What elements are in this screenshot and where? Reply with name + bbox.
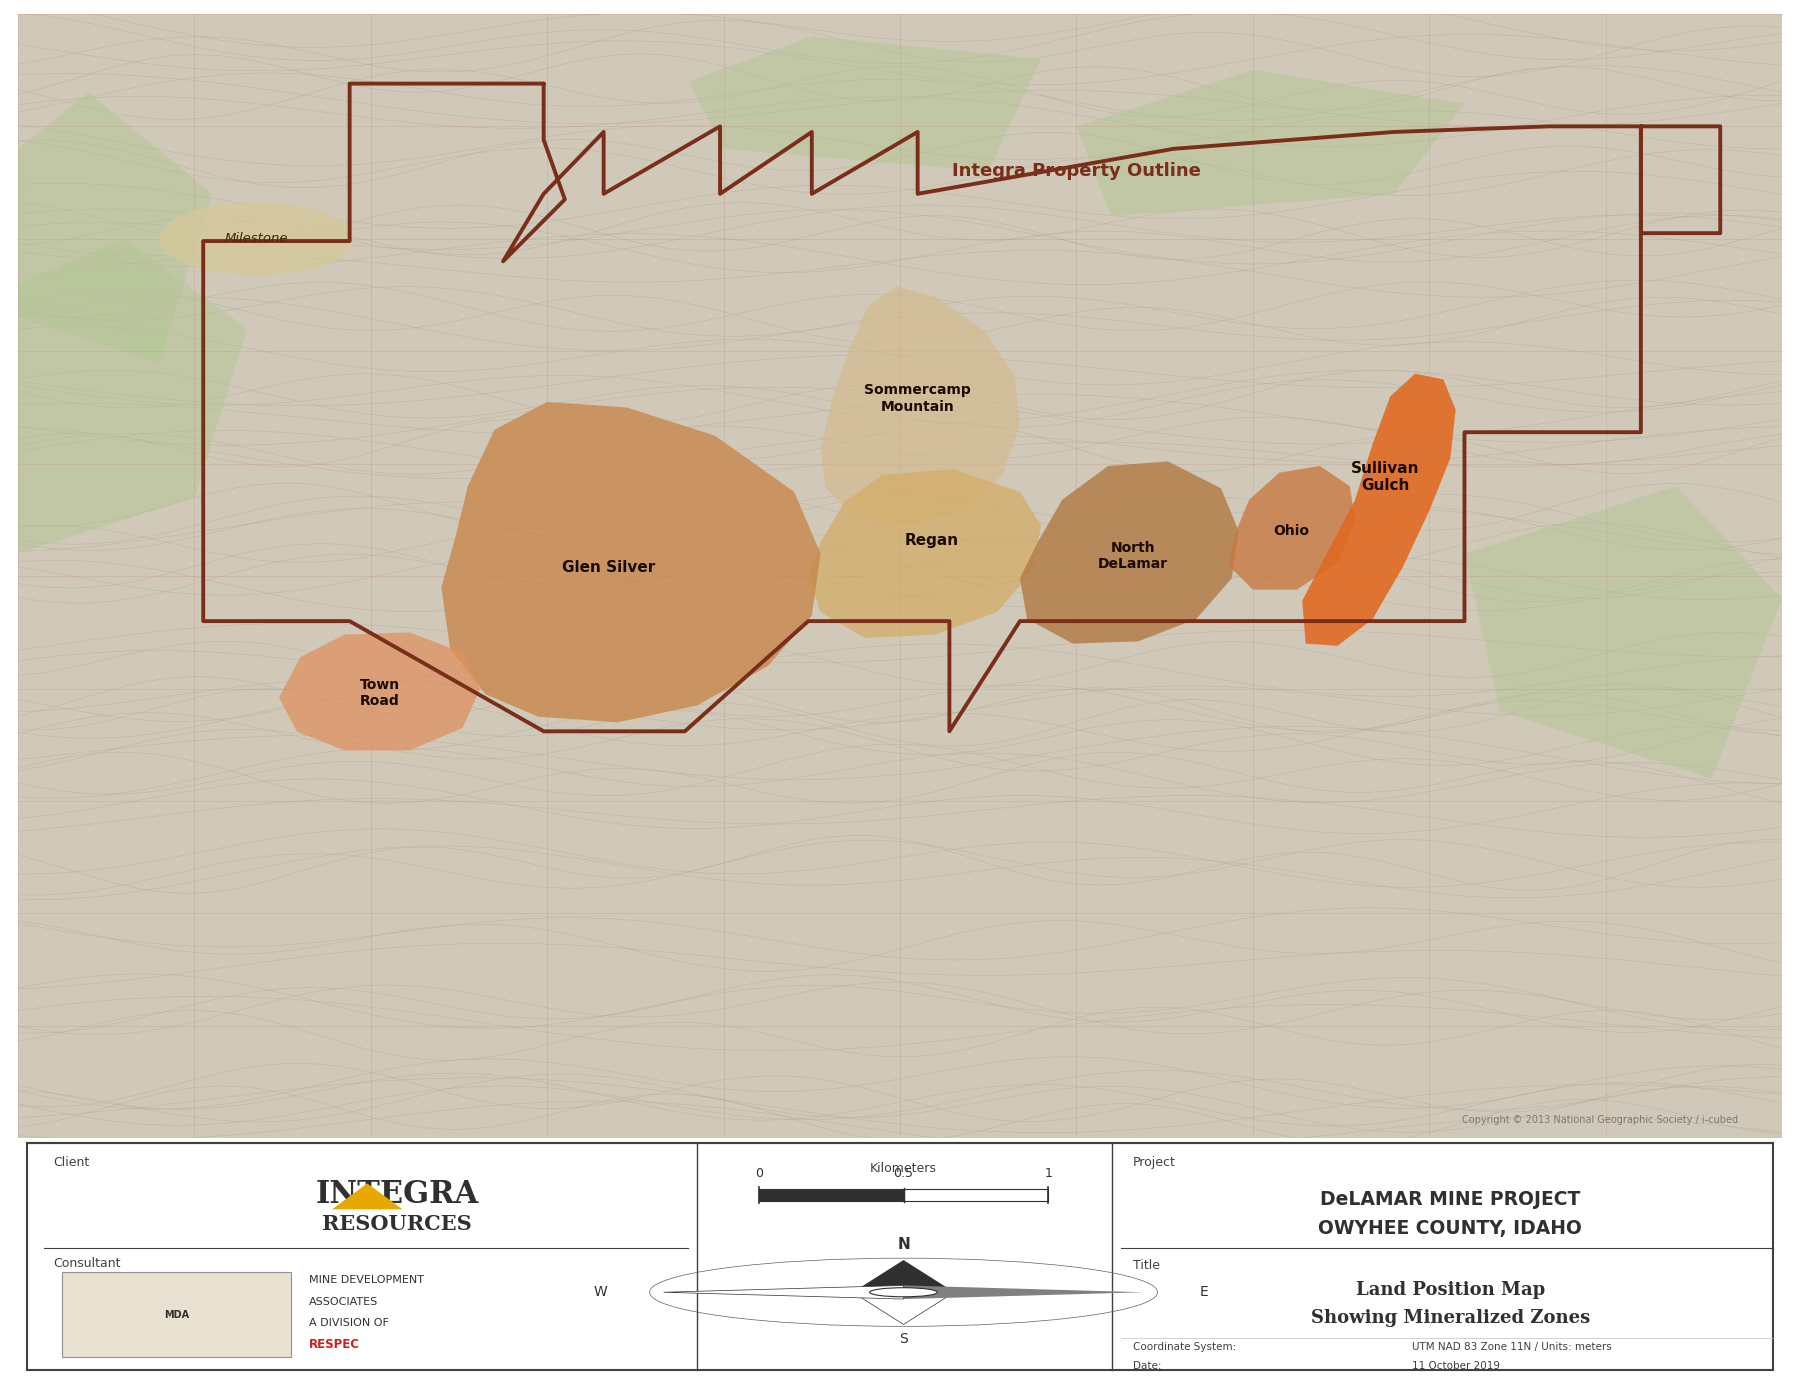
Text: 0.5: 0.5 bbox=[893, 1167, 914, 1179]
Polygon shape bbox=[853, 1292, 954, 1325]
Text: OWYHEE COUNTY, IDAHO: OWYHEE COUNTY, IDAHO bbox=[1318, 1218, 1582, 1238]
Text: Date:: Date: bbox=[1132, 1361, 1161, 1371]
Text: Consultant: Consultant bbox=[54, 1257, 121, 1270]
Text: S: S bbox=[900, 1332, 907, 1346]
Text: Town
Road: Town Road bbox=[360, 678, 400, 708]
Text: Milestone: Milestone bbox=[225, 232, 288, 246]
Ellipse shape bbox=[158, 203, 353, 275]
Bar bbox=[904, 1189, 1048, 1201]
Circle shape bbox=[869, 1288, 938, 1297]
Polygon shape bbox=[821, 286, 1021, 525]
Text: Sommercamp
Mountain: Sommercamp Mountain bbox=[864, 383, 970, 414]
FancyBboxPatch shape bbox=[27, 1143, 1773, 1371]
Text: 0: 0 bbox=[754, 1167, 763, 1179]
Text: RESPEC: RESPEC bbox=[310, 1338, 360, 1351]
Polygon shape bbox=[808, 469, 1040, 638]
Text: Glen Silver: Glen Silver bbox=[562, 560, 655, 575]
Polygon shape bbox=[279, 632, 481, 750]
Polygon shape bbox=[1076, 69, 1465, 217]
Text: Client: Client bbox=[54, 1156, 90, 1170]
Text: MINE DEVELOPMENT: MINE DEVELOPMENT bbox=[310, 1275, 425, 1285]
Polygon shape bbox=[1465, 486, 1782, 779]
Text: DeLAMAR MINE PROJECT: DeLAMAR MINE PROJECT bbox=[1319, 1190, 1580, 1210]
Polygon shape bbox=[1021, 461, 1238, 643]
Polygon shape bbox=[904, 1285, 1143, 1299]
Text: MDA: MDA bbox=[164, 1310, 189, 1320]
Text: Sullivan
Gulch: Sullivan Gulch bbox=[1350, 461, 1420, 493]
Polygon shape bbox=[331, 1183, 403, 1210]
Text: ASSOCIATES: ASSOCIATES bbox=[310, 1297, 378, 1307]
Polygon shape bbox=[18, 239, 247, 554]
Text: Copyright © 2013 National Geographic Society / i-cubed: Copyright © 2013 National Geographic Soc… bbox=[1462, 1115, 1737, 1125]
Text: W: W bbox=[594, 1285, 607, 1299]
Polygon shape bbox=[853, 1260, 954, 1292]
Text: E: E bbox=[1201, 1285, 1208, 1299]
Text: Title: Title bbox=[1132, 1258, 1159, 1272]
Text: 11 October 2019: 11 October 2019 bbox=[1411, 1361, 1499, 1371]
FancyBboxPatch shape bbox=[18, 14, 1782, 1139]
Bar bbox=[760, 1189, 904, 1201]
Polygon shape bbox=[1301, 374, 1456, 646]
Polygon shape bbox=[664, 1285, 904, 1299]
Polygon shape bbox=[441, 401, 821, 722]
Text: Project: Project bbox=[1132, 1156, 1175, 1170]
Text: UTM NAD 83 Zone 11N / Units: meters: UTM NAD 83 Zone 11N / Units: meters bbox=[1411, 1342, 1611, 1351]
Text: Integra Property Outline: Integra Property Outline bbox=[952, 163, 1201, 181]
Text: Regan: Regan bbox=[905, 532, 959, 547]
Polygon shape bbox=[1228, 465, 1355, 589]
Text: Kilometers: Kilometers bbox=[869, 1163, 938, 1175]
FancyBboxPatch shape bbox=[61, 1272, 292, 1357]
Text: North
DeLamar: North DeLamar bbox=[1098, 540, 1168, 571]
Text: Coordinate System:: Coordinate System: bbox=[1132, 1342, 1237, 1351]
Polygon shape bbox=[18, 93, 212, 363]
Text: Land Position Map: Land Position Map bbox=[1355, 1281, 1544, 1299]
Text: Showing Mineralized Zones: Showing Mineralized Zones bbox=[1310, 1310, 1589, 1328]
Text: INTEGRA: INTEGRA bbox=[315, 1178, 479, 1210]
Text: 1: 1 bbox=[1044, 1167, 1053, 1179]
Polygon shape bbox=[688, 36, 1040, 171]
Text: A DIVISION OF: A DIVISION OF bbox=[310, 1318, 389, 1328]
Text: Ohio: Ohio bbox=[1274, 524, 1310, 538]
Text: N: N bbox=[896, 1238, 911, 1253]
Text: RESOURCES: RESOURCES bbox=[322, 1214, 472, 1233]
